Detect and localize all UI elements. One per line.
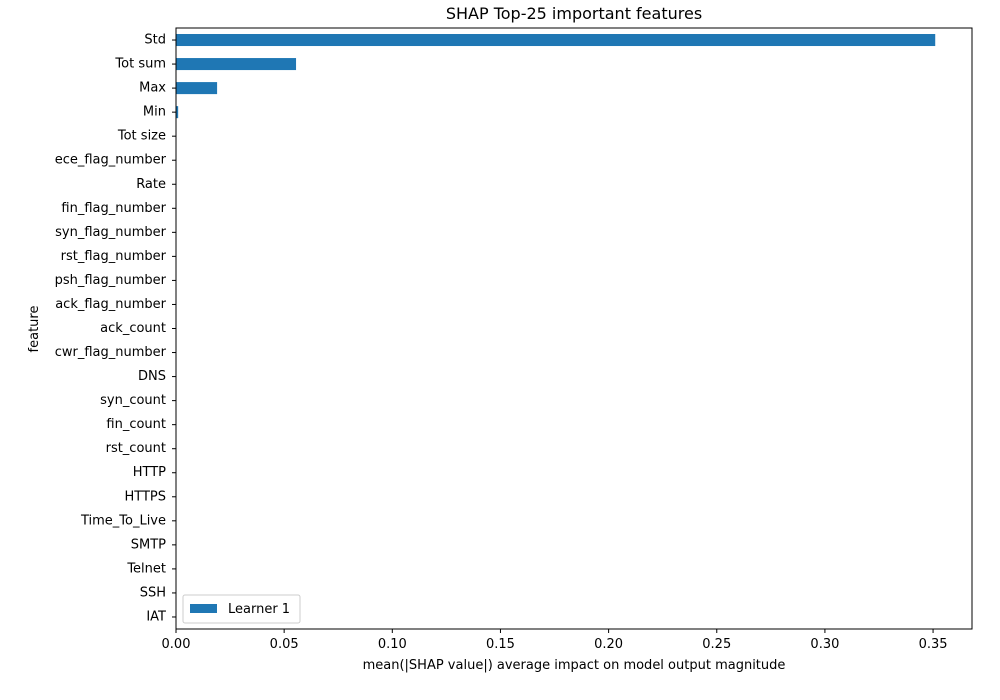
y-tick-label: psh_flag_number — [55, 273, 167, 288]
y-tick-label: Rate — [136, 177, 166, 192]
y-tick-label: SSH — [140, 585, 166, 600]
y-tick-label: rst_flag_number — [61, 249, 167, 264]
x-tick-label: 0.10 — [378, 637, 407, 652]
y-tick-label: ack_flag_number — [55, 297, 166, 312]
x-axis-ticks: 0.00 0.05 0.10 0.15 0.20 0.25 0.30 0.35 — [162, 629, 948, 652]
plot-frame — [175, 27, 973, 630]
bar-min — [176, 106, 179, 119]
legend: Learner 1 — [182, 594, 301, 624]
x-tick-label: 0.25 — [702, 637, 731, 652]
y-tick-label: Telnet — [126, 561, 166, 576]
y-tick-label: IAT — [146, 609, 166, 624]
chart-title: SHAP Top-25 important features — [446, 4, 702, 23]
y-tick-label: cwr_flag_number — [55, 345, 167, 360]
y-tick-label: DNS — [138, 369, 166, 384]
x-tick-label: 0.20 — [594, 637, 623, 652]
y-tick-label: fin_count — [106, 417, 166, 432]
x-tick-label: 0.15 — [486, 637, 515, 652]
y-axis-ticks: Std Tot sum Max Min Tot size ece_flag_number R… — [55, 33, 176, 624]
legend-box — [182, 594, 301, 624]
y-tick-label: ece_flag_number — [55, 153, 167, 168]
y-tick-label: HTTP — [133, 465, 166, 480]
y-tick-label: Tot size — [117, 129, 166, 144]
y-tick-label: fin_flag_number — [61, 201, 166, 216]
y-tick-label: HTTPS — [124, 489, 166, 504]
y-tick-label: Std — [144, 33, 166, 48]
x-tick-label: 0.00 — [162, 637, 191, 652]
x-tick-label: 0.05 — [270, 637, 299, 652]
bars-group — [176, 34, 936, 143]
bar-max — [176, 82, 218, 95]
y-tick-label: SMTP — [131, 537, 166, 552]
legend-swatch — [190, 604, 217, 613]
y-tick-label: syn_flag_number — [55, 225, 167, 240]
y-tick-label: Time_To_Live — [80, 513, 166, 528]
x-tick-label: 0.30 — [810, 637, 839, 652]
y-tick-label: syn_count — [100, 393, 166, 408]
bar-tot-sum — [176, 58, 297, 71]
y-axis-label: feature — [27, 306, 42, 353]
x-axis-label: mean(|SHAP value|) average impact on mod… — [363, 658, 786, 673]
x-tick-label: 0.35 — [919, 637, 948, 652]
bar-std — [176, 34, 936, 47]
y-tick-label: Min — [143, 105, 166, 120]
y-tick-label: ack_count — [100, 321, 166, 336]
y-tick-label: rst_count — [106, 441, 166, 456]
y-tick-label: Tot sum — [114, 57, 166, 72]
y-tick-label: Max — [139, 81, 166, 96]
legend-label: Learner 1 — [228, 602, 290, 617]
